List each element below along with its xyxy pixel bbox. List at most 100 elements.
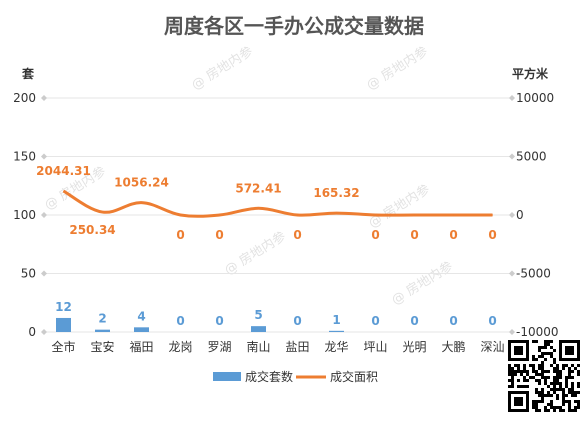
category-label: 福田 xyxy=(129,339,153,354)
qr-module xyxy=(538,394,541,397)
bar-data-label: 12 xyxy=(55,300,72,314)
qr-module xyxy=(526,379,529,382)
qr-module xyxy=(553,391,556,394)
legend-label-bar: 成交套数 xyxy=(245,369,293,384)
qr-module xyxy=(553,382,556,385)
bar xyxy=(56,317,71,332)
category-label: 龙岗 xyxy=(168,340,192,354)
qr-module xyxy=(556,379,559,382)
qr-module xyxy=(571,376,574,379)
left-axis: 0 50 100 150 200 xyxy=(13,91,47,339)
qr-module xyxy=(574,394,577,397)
bar-data-label: 5 xyxy=(254,308,262,322)
line-point xyxy=(414,214,415,216)
bar-data-label: 0 xyxy=(410,314,418,328)
qr-module xyxy=(541,373,544,376)
line-point xyxy=(141,202,142,204)
qr-module xyxy=(553,388,556,391)
legend-label-line: 成交面积 xyxy=(330,369,378,384)
line-data-label: 250.34 xyxy=(69,223,115,237)
qr-module xyxy=(568,373,571,376)
qr-module xyxy=(535,340,538,343)
left-axis-unit: 套 xyxy=(21,66,35,81)
qr-module xyxy=(544,394,547,397)
bar-data-label: 0 xyxy=(371,314,379,328)
qr-module xyxy=(565,376,568,379)
qr-module xyxy=(532,376,535,379)
qr-module xyxy=(553,367,556,370)
qr-module xyxy=(562,403,565,406)
qr-module xyxy=(541,388,544,391)
qr-module xyxy=(577,373,580,376)
qr-module xyxy=(559,388,562,391)
qr-module xyxy=(535,358,538,361)
qr-module xyxy=(526,370,529,373)
qr-module xyxy=(532,367,535,370)
qr-module xyxy=(556,367,559,370)
qr-module xyxy=(535,406,538,409)
left-tick-marker xyxy=(41,329,47,335)
legend-swatch-bar xyxy=(213,372,241,381)
qr-module xyxy=(562,364,565,367)
qr-module xyxy=(571,385,574,388)
qr-module xyxy=(535,370,538,373)
qr-module xyxy=(523,379,526,382)
qr-module xyxy=(547,391,550,394)
qr-module xyxy=(556,376,559,379)
qr-module xyxy=(577,385,580,388)
qr-module xyxy=(511,370,514,373)
qr-module xyxy=(553,358,556,361)
category-label: 罗湖 xyxy=(207,339,231,354)
line-data-label: 0 xyxy=(371,228,379,242)
qr-module xyxy=(568,370,571,373)
qr-module xyxy=(541,346,544,349)
qr-module xyxy=(538,364,541,367)
category-label: 光明 xyxy=(402,340,426,354)
line-data-label: 0 xyxy=(488,228,496,242)
line-point xyxy=(453,214,454,216)
qr-module xyxy=(523,364,526,367)
qr-module xyxy=(508,364,511,367)
area-line xyxy=(62,189,493,218)
qr-module xyxy=(544,346,547,349)
left-tick-marker xyxy=(41,95,47,101)
qr-module xyxy=(523,376,526,379)
qr-module xyxy=(508,385,511,388)
bar xyxy=(251,326,266,332)
qr-module xyxy=(550,352,553,355)
qr-module xyxy=(523,385,526,388)
qr-module xyxy=(571,364,574,367)
qr-module xyxy=(538,382,541,385)
qr-module xyxy=(550,400,553,403)
qr-module xyxy=(538,379,541,382)
qr-module xyxy=(547,403,550,406)
line-data-label: 0 xyxy=(176,228,184,242)
qr-module xyxy=(523,367,526,370)
qr-module xyxy=(535,403,538,406)
qr-module xyxy=(571,409,574,412)
qr-finder xyxy=(514,346,523,355)
line-data-label: 0 xyxy=(293,228,301,242)
qr-module xyxy=(538,346,541,349)
qr-module xyxy=(514,364,517,367)
qr-module xyxy=(538,373,541,376)
qr-module xyxy=(532,403,535,406)
right-axis-unit: 平方米 xyxy=(512,66,549,81)
line-data-label: 0 xyxy=(449,228,457,242)
right-tick-label: 5000 xyxy=(516,150,547,164)
qr-module xyxy=(541,397,544,400)
qr-module xyxy=(577,364,580,367)
qr-module xyxy=(565,385,568,388)
qr-module xyxy=(541,361,544,364)
qr-module xyxy=(565,379,568,382)
qr-module xyxy=(556,397,559,400)
qr-module xyxy=(544,382,547,385)
qr-module xyxy=(568,400,571,403)
category-label: 深汕 xyxy=(480,340,504,354)
qr-module xyxy=(547,409,550,412)
chart-title: 周度各区一手办公成交量数据 xyxy=(164,14,424,38)
qr-module xyxy=(553,406,556,409)
qr-module xyxy=(559,385,562,388)
bar-data-label: 0 xyxy=(176,314,184,328)
left-tick-label: 50 xyxy=(21,267,36,281)
